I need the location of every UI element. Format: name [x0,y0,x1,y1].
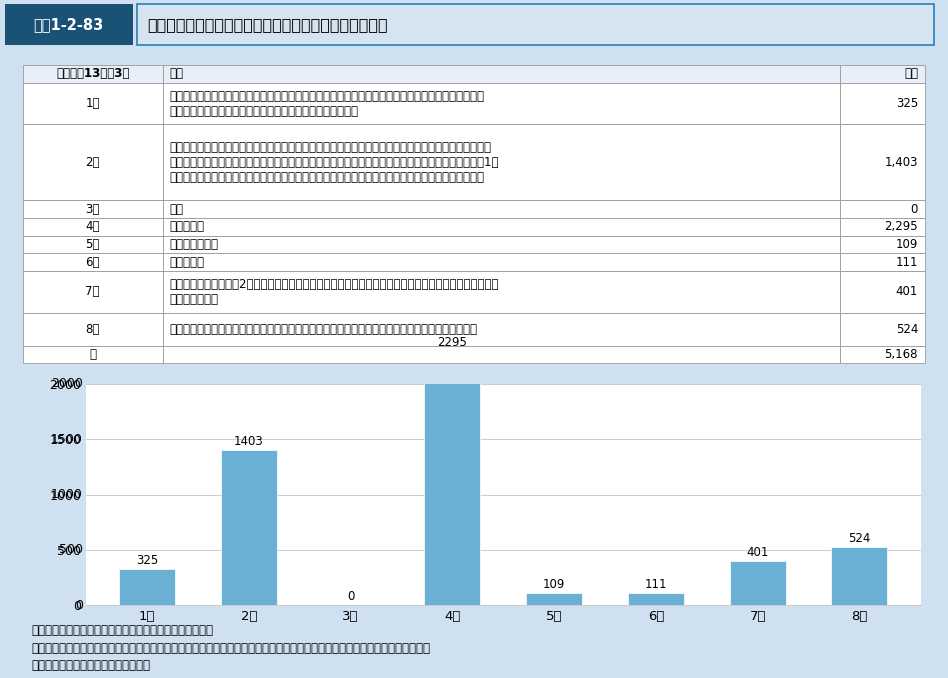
Text: 325: 325 [896,97,918,110]
Text: 令和３年４月１日時点の児童福祉司の各任用区分の人数: 令和３年４月１日時点の児童福祉司の各任用区分の人数 [147,17,388,32]
Bar [163,254,840,271]
Text: 公認心理師: 公認心理師 [170,256,205,268]
Text: 0: 0 [75,599,82,612]
Text: 111: 111 [896,256,918,268]
Text: 7号: 7号 [85,285,100,298]
Bar [831,547,887,605]
Text: 1号: 1号 [85,97,100,110]
Text: 0: 0 [911,203,918,216]
Text: 401: 401 [746,546,769,559]
Text: 524: 524 [848,532,870,545]
Bar [840,65,925,83]
Text: 109: 109 [543,578,565,591]
Bar [23,65,163,83]
Text: 計: 計 [89,348,96,361]
Bar [425,351,481,605]
Text: 2,295: 2,295 [884,220,918,233]
Bar [840,125,925,200]
Text: 6号: 6号 [85,256,100,268]
Text: 109: 109 [896,238,918,251]
Text: 325: 325 [136,555,158,567]
Text: 学校教育法に基づく大学又は旧大学令に基づく大学において、心理学、教育学若しくは社会学を専修す
る学科又はこれらに相当する課程を修めて卒業した者であって、厚生労働: 学校教育法に基づく大学又は旧大学令に基づく大学において、心理学、教育学若しくは社… [170,141,500,184]
Text: 2295: 2295 [437,336,467,349]
Bar [23,125,163,200]
Bar [23,200,163,218]
Bar [840,254,925,271]
Text: 500: 500 [59,544,82,557]
Bar [163,65,840,83]
Bar [840,346,925,363]
Text: 医師: 医師 [170,203,184,216]
Text: 1,403: 1,403 [884,156,918,169]
Bar [526,593,582,605]
Text: 精神保健福祉士: 精神保健福祉士 [170,238,219,251]
Text: 3号: 3号 [85,203,100,216]
Bar [840,200,925,218]
Bar [23,236,163,254]
Bar [163,200,840,218]
Bar [628,593,684,605]
Text: 用予定、非常勤職員を含む。）: 用予定、非常勤職員を含む。） [32,660,151,673]
Bar [840,83,925,125]
Text: 内容: 内容 [170,67,184,81]
Bar [163,346,840,363]
Text: 0: 0 [347,591,355,603]
Text: 人数: 人数 [904,67,918,81]
Text: （注）　令和３年４月１日時点の人数　（所長・次長・スーパーバイザーであって児童福祉司の発令を受けている者を含み、任: （注） 令和３年４月１日時点の人数 （所長・次長・スーパーバイザーであって児童福… [32,642,430,655]
Text: 2000: 2000 [51,377,82,390]
Bar [840,271,925,313]
Bar [730,561,786,605]
Text: 4号: 4号 [85,220,100,233]
Text: 401: 401 [896,285,918,298]
Text: 5,168: 5,168 [884,348,918,361]
Bar [119,570,175,605]
Bar [23,218,163,236]
Text: 8号: 8号 [85,323,100,336]
Text: 社会福祉士: 社会福祉士 [170,220,205,233]
Text: 1000: 1000 [51,488,82,501]
Text: 524: 524 [896,323,918,336]
Bar [23,346,163,363]
Bar [5,4,133,45]
Bar [23,254,163,271]
Bar [163,313,840,346]
Text: 図表1-2-83: 図表1-2-83 [33,17,104,32]
Bar [23,83,163,125]
Bar [163,218,840,236]
Text: 都道府県知事の指定する児童福祉司若しくは児童福祉施設の職員を養成する学校その他の施設を卒業
し、又は都道府県知事の指定する講習会の課程を修了した者: 都道府県知事の指定する児童福祉司若しくは児童福祉施設の職員を養成する学校その他の… [170,89,484,117]
Bar [137,4,934,45]
Bar [163,271,840,313]
Text: 111: 111 [645,578,667,591]
Bar [23,313,163,346]
Text: 資料：厚生労働省子ども家庭局家庭福祉課において作成。: 資料：厚生労働省子ども家庭局家庭福祉課において作成。 [32,624,214,637]
Bar [23,271,163,313]
Text: 前各号に掲げる者と同等以上の能力を有すると認められる者であって、厚生労働省令で定めるもの: 前各号に掲げる者と同等以上の能力を有すると認められる者であって、厚生労働省令で定… [170,323,478,336]
Bar [163,83,840,125]
Text: 社会福祉主事として、2年以上児童福祉事業に従事した者であって、厚生労働大臣が定める講習会の課程
を修了したもの: 社会福祉主事として、2年以上児童福祉事業に従事した者であって、厚生労働大臣が定め… [170,278,500,306]
Text: 児福法第13条第3項: 児福法第13条第3項 [56,67,129,81]
Bar [840,313,925,346]
Bar [840,218,925,236]
Bar [840,236,925,254]
Bar [221,450,277,605]
Bar [163,125,840,200]
Text: 1403: 1403 [234,435,264,448]
Text: 2号: 2号 [85,156,100,169]
Text: 5号: 5号 [85,238,100,251]
Bar [163,236,840,254]
Text: 1500: 1500 [51,433,82,445]
